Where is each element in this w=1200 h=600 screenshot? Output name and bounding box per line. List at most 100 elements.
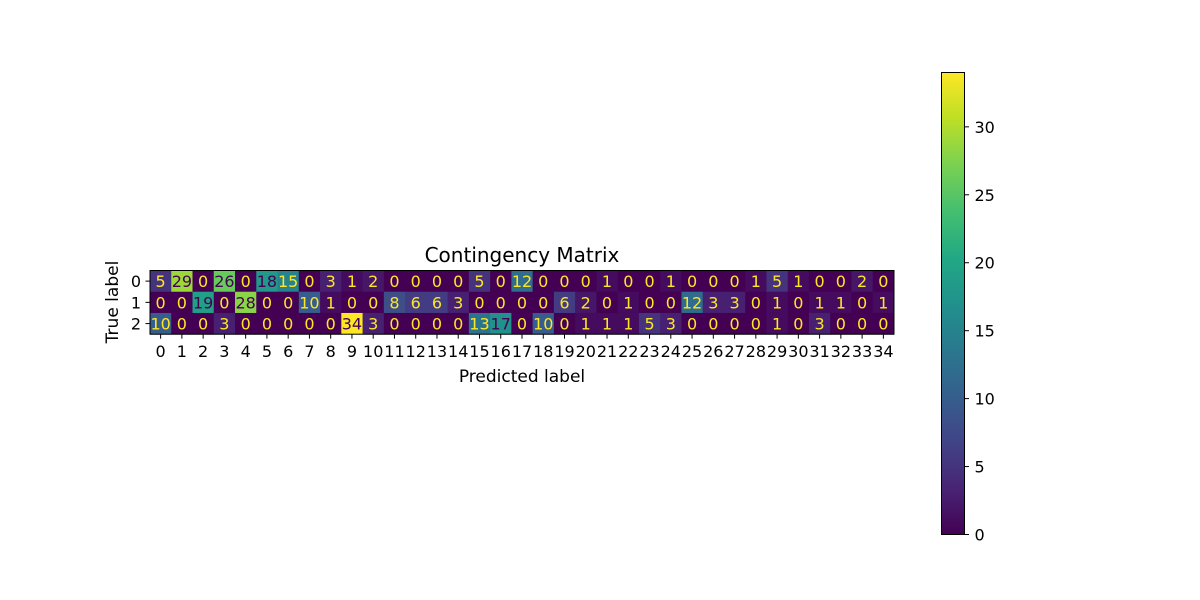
x-tick-label: 6: [283, 342, 293, 361]
heatmap-cell: [702, 270, 725, 293]
heatmap-cell: [830, 291, 852, 314]
cell-value-label: 0: [857, 315, 867, 334]
cell-value-label: 0: [432, 315, 442, 334]
heatmap-cell: [320, 312, 342, 335]
heatmap-cell: [851, 291, 874, 314]
heatmap-cell: [235, 312, 257, 335]
heatmap-cell: [213, 291, 236, 314]
x-tick-label: 24: [661, 342, 681, 361]
cell-value-label: 0: [304, 315, 314, 334]
heatmap-cell: [553, 312, 576, 335]
heatmap-cell: [638, 312, 661, 335]
heatmap-cells: 5 29 0 26 0 18 15 0 3 1 2 0 0 0 0 5 0 12 0 0 0 1 0 0 1 0 0 0 1 5 1 0 0 2 0…: [150, 270, 895, 335]
heatmap-cell: [681, 270, 704, 293]
heatmap-cell: [383, 291, 406, 314]
heatmap-cell: [468, 270, 491, 293]
heatmap-cell: [766, 291, 789, 314]
colorbar-tick-label: 0: [975, 526, 985, 545]
heatmap-cell: [511, 270, 534, 293]
x-tick-label: 2: [198, 342, 208, 361]
cell-value-label: 5: [474, 272, 484, 291]
cell-value-label: 1: [347, 272, 357, 291]
heatmap-cell: [277, 291, 300, 314]
cell-value-label: 3: [219, 315, 229, 334]
x-tick-label: 11: [384, 342, 404, 361]
x-tick-label: 1: [177, 342, 187, 361]
heatmap-cell: [745, 291, 767, 314]
cell-value-label: 3: [368, 315, 378, 334]
cell-value-label: 1: [602, 315, 612, 334]
cell-value-label: 0: [496, 272, 506, 291]
heatmap-cell: [426, 270, 448, 293]
cell-value-label: 3: [326, 272, 336, 291]
cell-value-label: 10: [299, 293, 319, 312]
heatmap-cell: [617, 312, 640, 335]
heatmap-cell: [405, 312, 427, 335]
cell-value-label: 8: [389, 293, 399, 312]
cell-value-label: 0: [708, 272, 718, 291]
cell-value-label: 1: [751, 272, 761, 291]
heatmap-cell: [447, 270, 470, 293]
colorbar-tick-label: 15: [975, 322, 995, 341]
heatmap-cell: [702, 312, 725, 335]
heatmap-cell: [830, 270, 852, 293]
heatmap-cell: [766, 270, 789, 293]
heatmap-cell: [787, 312, 810, 335]
heatmap-cell: [256, 270, 278, 293]
x-tick-label: 32: [831, 342, 851, 361]
heatmap-cell: [192, 312, 215, 335]
x-tick-label: 4: [241, 342, 251, 361]
heatmap-cell: [575, 270, 597, 293]
x-tick-label: 7: [304, 342, 314, 361]
x-axis-label: Predicted label: [459, 367, 585, 387]
cell-value-label: 0: [559, 315, 569, 334]
y-tick-label: 1: [131, 293, 141, 312]
x-tick-label: 19: [554, 342, 574, 361]
cell-value-label: 18: [257, 272, 277, 291]
cell-value-label: 0: [878, 315, 888, 334]
heatmap-cell: [808, 312, 831, 335]
heatmap-cell: [511, 312, 534, 335]
heatmap-cell: [851, 270, 874, 293]
heatmap-cell: [383, 312, 406, 335]
cell-value-label: 6: [559, 293, 569, 312]
heatmap-cell: [575, 291, 597, 314]
cell-value-label: 0: [177, 293, 187, 312]
colorbar-ticks: 0 5 10 15 20 25 30: [964, 118, 995, 545]
heatmap-cell: [192, 291, 215, 314]
cell-value-label: 0: [857, 293, 867, 312]
heatmap-cell: [490, 291, 512, 314]
heatmap-cell: [405, 291, 427, 314]
heatmap-cell: [150, 270, 172, 293]
colorbar: [941, 72, 965, 535]
cell-value-label: 2: [581, 293, 591, 312]
cell-value-label: 0: [474, 293, 484, 312]
heatmap-cell: [596, 270, 619, 293]
cell-value-label: 0: [793, 315, 803, 334]
cell-value-label: 2: [857, 272, 867, 291]
heatmap-cell: [362, 291, 385, 314]
heatmap-cell: [660, 312, 682, 335]
cell-value-label: 0: [687, 315, 697, 334]
cell-value-label: 1: [602, 272, 612, 291]
heatmap-cell: [723, 312, 746, 335]
cell-value-label: 0: [644, 293, 654, 312]
cell-value-label: 26: [214, 272, 234, 291]
cell-value-label: 0: [517, 293, 527, 312]
heatmap-cell: [256, 312, 278, 335]
cell-value-label: 1: [623, 293, 633, 312]
heatmap-cell: [830, 312, 852, 335]
x-tick-label: 14: [448, 342, 468, 361]
heatmap-cell: [171, 270, 193, 293]
cell-value-label: 0: [517, 315, 527, 334]
y-tick-label: 0: [131, 272, 141, 291]
heatmap-cell: [617, 270, 640, 293]
heatmap-cell: [638, 270, 661, 293]
x-tick-label: 5: [262, 342, 272, 361]
heatmap-cell: [362, 312, 385, 335]
cell-value-label: 0: [729, 272, 739, 291]
cell-value-label: 1: [772, 315, 782, 334]
cell-value-label: 3: [815, 315, 825, 334]
heatmap-cell: [723, 291, 746, 314]
